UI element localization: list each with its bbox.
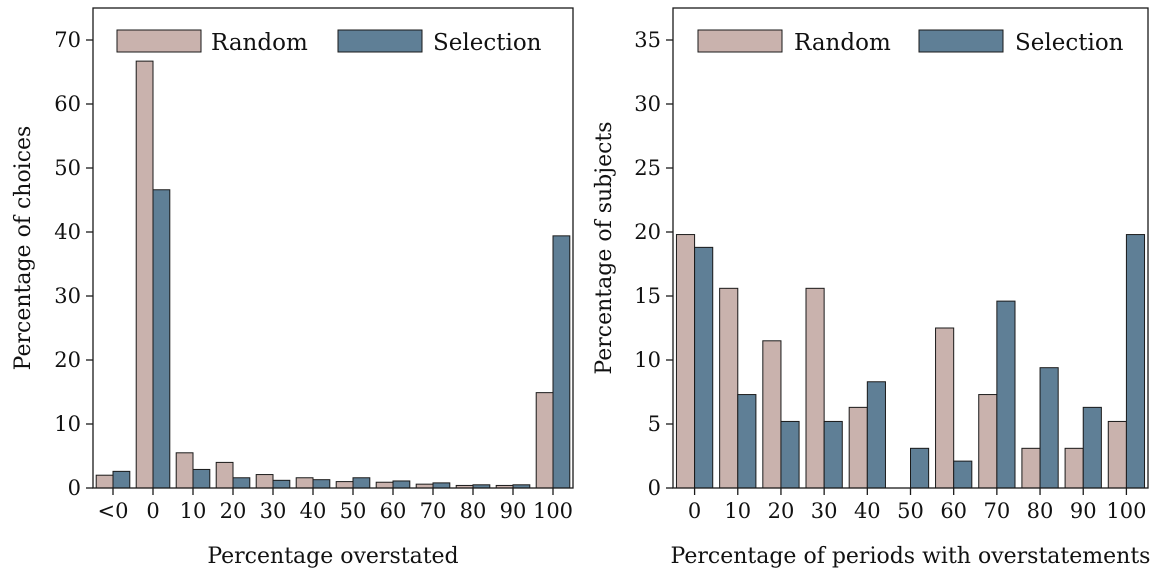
x-tick-label: 50 <box>897 499 924 523</box>
x-tick-label: 70 <box>420 499 447 523</box>
y-tick-label: 30 <box>634 92 661 116</box>
x-tick-label: 30 <box>811 499 838 523</box>
legend-label-random: Random <box>211 30 308 56</box>
x-axis-title: Percentage overstated <box>207 544 458 569</box>
legend-swatch-selection <box>337 29 423 53</box>
bar-random-4 <box>255 474 274 489</box>
bar-random-3 <box>215 461 234 489</box>
y-tick-label: 35 <box>634 28 661 52</box>
y-tick-label: 15 <box>634 284 661 308</box>
bar-random-4 <box>848 406 868 489</box>
x-tick-label: 10 <box>180 499 207 523</box>
x-tick-label: 80 <box>1027 499 1054 523</box>
bar-random-6 <box>935 327 955 489</box>
x-tick-label: 60 <box>940 499 967 523</box>
y-tick-label: 50 <box>54 156 81 180</box>
bar-random-5 <box>295 477 314 489</box>
y-tick-label: 60 <box>54 92 81 116</box>
legend-swatch-selection <box>918 29 1004 53</box>
bar-selection-5 <box>910 447 930 489</box>
legend-swatch-random <box>116 29 202 53</box>
bar-selection-2 <box>780 420 800 489</box>
y-axis-title: Percentage of subjects <box>592 121 617 374</box>
bar-selection-6 <box>953 460 973 489</box>
bar-random-9 <box>1064 447 1084 489</box>
right-chart-panel: 0 5 10 15 20 25 30 35 0 10 20 30 40 50 60 70 80 90 100 Perc… <box>592 7 1151 569</box>
bar-selection-7 <box>996 300 1016 489</box>
x-tick-label: 40 <box>300 499 327 523</box>
x-axis-title: Percentage of periods with overstatement… <box>671 544 1151 569</box>
bar-random-3 <box>805 287 825 489</box>
y-tick-label: 25 <box>634 156 661 180</box>
bar-selection-1 <box>152 189 171 489</box>
y-tick-label: 10 <box>634 348 661 372</box>
x-tick-label: 20 <box>768 499 795 523</box>
y-axis-title: Percentage of choices <box>11 126 36 371</box>
bar-selection-11 <box>552 235 571 489</box>
bar-selection-10 <box>1125 234 1146 489</box>
x-tick-label: 30 <box>260 499 287 523</box>
x-tick-label: 0 <box>688 499 701 523</box>
x-tick-label: 80 <box>460 499 487 523</box>
x-tick-label: 20 <box>220 499 247 523</box>
y-tick-label: 5 <box>648 412 661 436</box>
x-tick-label: 40 <box>854 499 881 523</box>
bar-random-0 <box>95 474 114 489</box>
x-tick-label: 70 <box>983 499 1010 523</box>
bar-selection-8 <box>432 482 451 489</box>
bar-random-7 <box>375 481 394 489</box>
plot-frame <box>92 7 574 489</box>
bar-random-7 <box>978 394 998 489</box>
left-chart-panel: 0 10 20 30 40 50 60 70 <0 0 10 20 30 40 50 60 70 80 90 100 P… <box>11 7 574 569</box>
bar-random-6 <box>335 481 354 489</box>
bar-selection-0 <box>694 246 714 489</box>
x-tick-label: 0 <box>146 499 159 523</box>
bar-random-11 <box>535 392 554 489</box>
bar-selection-0 <box>112 470 131 489</box>
bar-selection-9 <box>1082 406 1102 489</box>
x-tick-label: 50 <box>340 499 367 523</box>
x-tick-label: 90 <box>500 499 527 523</box>
y-tick-label: 30 <box>54 284 81 308</box>
bar-random-10 <box>1107 420 1127 489</box>
legend-label-selection: Selection <box>1015 30 1124 56</box>
bar-random-2 <box>762 340 782 489</box>
bar-selection-4 <box>866 381 886 489</box>
y-tick-label: 20 <box>54 348 81 372</box>
legend-swatch-random <box>697 29 783 53</box>
bar-random-8 <box>1021 447 1041 489</box>
bar-random-0 <box>675 234 696 489</box>
x-tick-label: 90 <box>1070 499 1097 523</box>
x-tick-label: 100 <box>533 499 573 523</box>
y-tick-label: 70 <box>54 28 81 52</box>
y-tick-label: 20 <box>634 220 661 244</box>
x-tick-label: 100 <box>1106 499 1146 523</box>
bar-selection-8 <box>1039 367 1059 489</box>
bar-random-1 <box>719 287 739 489</box>
bar-selection-4 <box>272 479 291 489</box>
bar-selection-3 <box>232 477 251 489</box>
y-tick-label: 40 <box>54 220 81 244</box>
legend-label-random: Random <box>794 30 891 56</box>
bar-selection-5 <box>312 479 331 489</box>
bar-selection-2 <box>192 468 211 489</box>
y-tick-label: 0 <box>68 476 81 500</box>
bar-random-1 <box>135 60 154 489</box>
y-tick-label: 10 <box>54 412 81 436</box>
x-tick-label: 10 <box>724 499 751 523</box>
legend-label-selection: Selection <box>433 30 542 56</box>
x-tick-label: <0 <box>98 499 129 523</box>
bar-selection-1 <box>737 394 757 489</box>
x-tick-label: 60 <box>380 499 407 523</box>
bar-random-2 <box>175 452 194 489</box>
bar-selection-3 <box>823 420 843 489</box>
y-tick-label: 0 <box>648 476 661 500</box>
bar-selection-7 <box>392 480 411 489</box>
bar-selection-6 <box>352 477 371 489</box>
